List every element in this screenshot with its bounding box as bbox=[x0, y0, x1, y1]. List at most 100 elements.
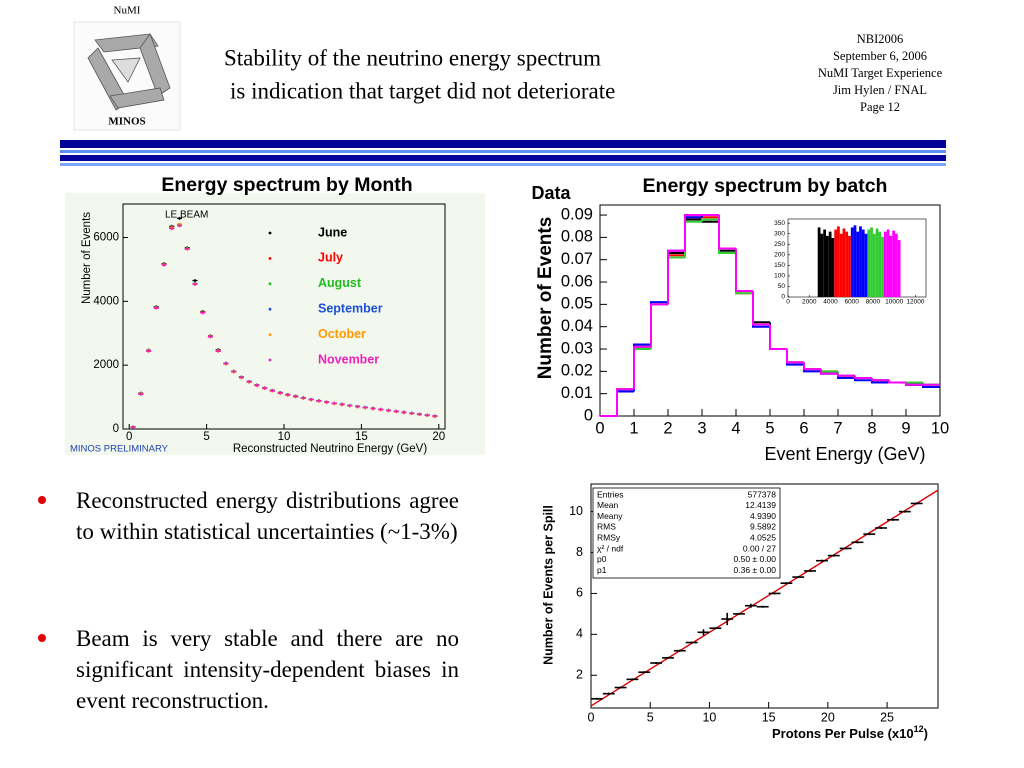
data-point bbox=[339, 402, 345, 406]
histogram-step bbox=[786, 349, 804, 364]
data-point bbox=[300, 396, 306, 400]
y-tick-label: 0.09 bbox=[561, 205, 593, 223]
data-point bbox=[362, 405, 368, 409]
data-point bbox=[192, 279, 198, 283]
histogram-step bbox=[633, 345, 651, 390]
x-tick-label: 10 bbox=[931, 419, 949, 437]
y-tick-label: 50 bbox=[778, 283, 786, 290]
x-tick-label: 1 bbox=[629, 419, 638, 437]
bin-bar bbox=[870, 227, 873, 297]
x-tick-label: 3 bbox=[697, 419, 706, 437]
data-point bbox=[331, 401, 337, 405]
histogram-step bbox=[616, 388, 634, 416]
stats-label: Mean bbox=[597, 500, 619, 510]
stats-value: 0.50 ± 0.00 bbox=[734, 554, 777, 564]
y-tick-label: 0.05 bbox=[561, 295, 593, 313]
y-axis-label: Number of Events bbox=[81, 212, 93, 304]
x-tick-label: 2 bbox=[663, 419, 672, 437]
data-point bbox=[138, 392, 144, 396]
histogram-step bbox=[684, 220, 702, 258]
data-point bbox=[130, 425, 136, 429]
histogram-step bbox=[769, 324, 787, 351]
bin-bar bbox=[864, 233, 868, 297]
x-tick-label: 10 bbox=[278, 431, 291, 443]
bin-bar bbox=[878, 231, 882, 297]
y-tick-label: 0 bbox=[113, 423, 119, 435]
x-tick-label: 0 bbox=[595, 419, 604, 437]
stats-box bbox=[592, 487, 781, 579]
x-tick-label: 12000 bbox=[906, 299, 924, 306]
histogram-step bbox=[735, 248, 753, 292]
data-point bbox=[293, 394, 299, 398]
bin-bar bbox=[828, 231, 832, 297]
histogram-step bbox=[718, 215, 736, 250]
chart-title: Energy spectrum by Month bbox=[161, 174, 412, 196]
histogram-step bbox=[616, 388, 634, 416]
legend-marker bbox=[268, 282, 272, 286]
y-tick-label: 4 bbox=[576, 627, 583, 641]
x-axis-label: Protons Per Pulse (x1012) bbox=[772, 724, 928, 741]
data-point bbox=[269, 389, 275, 393]
x-tick-label: 5 bbox=[765, 419, 774, 437]
info-line: NBI2006 bbox=[857, 32, 904, 46]
info-line: NuMI Target Experience bbox=[818, 66, 943, 80]
bin-bar bbox=[823, 229, 827, 297]
y-tick-label: 0.08 bbox=[561, 228, 593, 246]
legend-label: October bbox=[318, 327, 366, 341]
histogram-step bbox=[803, 364, 821, 373]
stats-value: 577378 bbox=[748, 489, 777, 499]
x-tick-label: 7 bbox=[833, 419, 842, 437]
slide-title-line: Stability of the neutrino energy spectru… bbox=[224, 45, 601, 70]
histogram-step bbox=[735, 250, 753, 292]
data-point bbox=[308, 397, 314, 401]
legend-marker bbox=[268, 333, 272, 336]
histogram-step bbox=[616, 388, 634, 416]
y-tick-label: 200 bbox=[774, 252, 785, 259]
bin-bar bbox=[842, 228, 846, 297]
histogram-step bbox=[769, 322, 787, 351]
data-point bbox=[184, 247, 190, 251]
stats-value: 4.0525 bbox=[750, 532, 776, 542]
x-tick-label: 20 bbox=[821, 710, 835, 724]
data-point bbox=[169, 226, 175, 230]
bin-bar bbox=[839, 233, 843, 297]
x-axis-label: Reconstructed Neutrino Energy (GeV) bbox=[233, 443, 427, 455]
bullet-text: Reconstructed energy distributions agree… bbox=[76, 488, 459, 544]
data-point bbox=[153, 306, 159, 310]
stats-value: 4.9390 bbox=[750, 511, 776, 521]
chart-title: Energy spectrum by batch bbox=[643, 175, 888, 197]
bin-bar bbox=[820, 233, 824, 297]
histogram-step bbox=[752, 293, 770, 326]
legend-marker bbox=[268, 358, 272, 362]
data-point bbox=[424, 413, 430, 417]
info-line: September 6, 2006 bbox=[833, 49, 927, 63]
data-point bbox=[177, 224, 183, 228]
histogram-step bbox=[650, 303, 668, 347]
histogram-step bbox=[667, 256, 685, 305]
histogram-step bbox=[752, 290, 770, 324]
y-tick-label: 6 bbox=[576, 586, 583, 600]
data-point bbox=[231, 369, 237, 373]
bin-bar bbox=[853, 225, 857, 297]
stats-label: χ² / ndf bbox=[597, 543, 624, 553]
y-axis-label: Number of Events per Spill bbox=[541, 505, 555, 665]
data-point bbox=[347, 404, 353, 408]
y-tick-label: 350 bbox=[774, 220, 785, 227]
histogram-step bbox=[820, 369, 838, 373]
y-tick-label: 8 bbox=[576, 545, 583, 559]
histogram-step bbox=[854, 375, 872, 380]
y-tick-label: 300 bbox=[774, 230, 785, 237]
fit-line bbox=[590, 489, 939, 707]
histogram-step bbox=[633, 345, 651, 390]
stats-value: 12.4139 bbox=[745, 500, 776, 510]
data-point bbox=[378, 407, 384, 411]
histogram-step bbox=[820, 369, 838, 375]
x-tick-label: 15 bbox=[355, 431, 368, 443]
bin-bar bbox=[845, 231, 849, 297]
histogram-step bbox=[752, 293, 770, 326]
slide-title-line: is indication that target did not deteri… bbox=[230, 78, 615, 103]
bin-bar bbox=[886, 229, 890, 297]
bin-bar bbox=[881, 236, 884, 297]
data-point bbox=[146, 349, 152, 353]
bin-bar bbox=[867, 229, 871, 297]
